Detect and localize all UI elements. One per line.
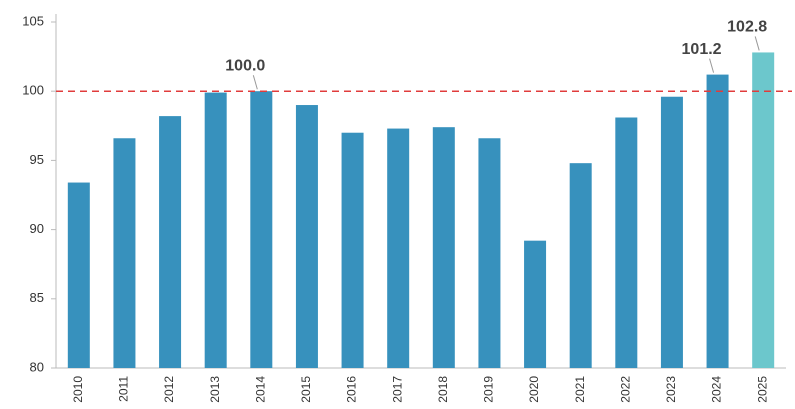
bar — [67, 182, 90, 368]
bar — [113, 138, 136, 368]
y-tick-label: 95 — [30, 152, 44, 167]
bar — [250, 91, 273, 368]
x-tick-label: 2012 — [162, 376, 176, 403]
x-tick-label: 2013 — [208, 376, 222, 403]
x-tick-label: 2022 — [618, 376, 632, 403]
label-leader — [754, 36, 760, 51]
bar — [660, 96, 683, 369]
y-tick-label: 100 — [22, 83, 44, 98]
y-tick-label: 105 — [22, 13, 44, 28]
bar — [524, 240, 547, 368]
x-tick-label: 2025 — [755, 376, 769, 403]
x-tick-label: 2014 — [253, 376, 267, 403]
x-tick-label: 2024 — [710, 376, 724, 403]
bar — [295, 105, 318, 368]
bar — [752, 52, 775, 369]
value-label: 100.0 — [225, 57, 265, 74]
bar — [432, 127, 455, 369]
x-tick-label: 2015 — [299, 376, 313, 403]
bar — [387, 128, 410, 368]
bar — [478, 138, 501, 368]
value-label: 102.8 — [727, 19, 767, 36]
bar — [706, 74, 729, 368]
x-tick-label: 2018 — [436, 376, 450, 403]
bar — [204, 92, 227, 369]
label-leader — [709, 58, 715, 73]
x-tick-label: 2019 — [482, 376, 496, 403]
y-tick-label: 85 — [30, 290, 44, 305]
x-tick-label: 2021 — [573, 376, 587, 403]
x-tick-label: 2023 — [664, 376, 678, 403]
x-tick-label: 2011 — [117, 376, 131, 402]
x-tick-label: 2010 — [71, 376, 85, 403]
x-tick-label: 2017 — [390, 376, 404, 403]
bar — [615, 117, 638, 368]
x-tick-label: 2016 — [345, 376, 359, 403]
bar — [569, 163, 592, 368]
bar — [159, 116, 182, 368]
bar — [341, 132, 364, 368]
x-tick-label: 2020 — [527, 376, 541, 403]
value-label: 101.2 — [682, 41, 722, 58]
y-tick-label: 80 — [30, 359, 44, 374]
y-tick-label: 90 — [30, 221, 44, 236]
label-leader — [252, 75, 258, 90]
